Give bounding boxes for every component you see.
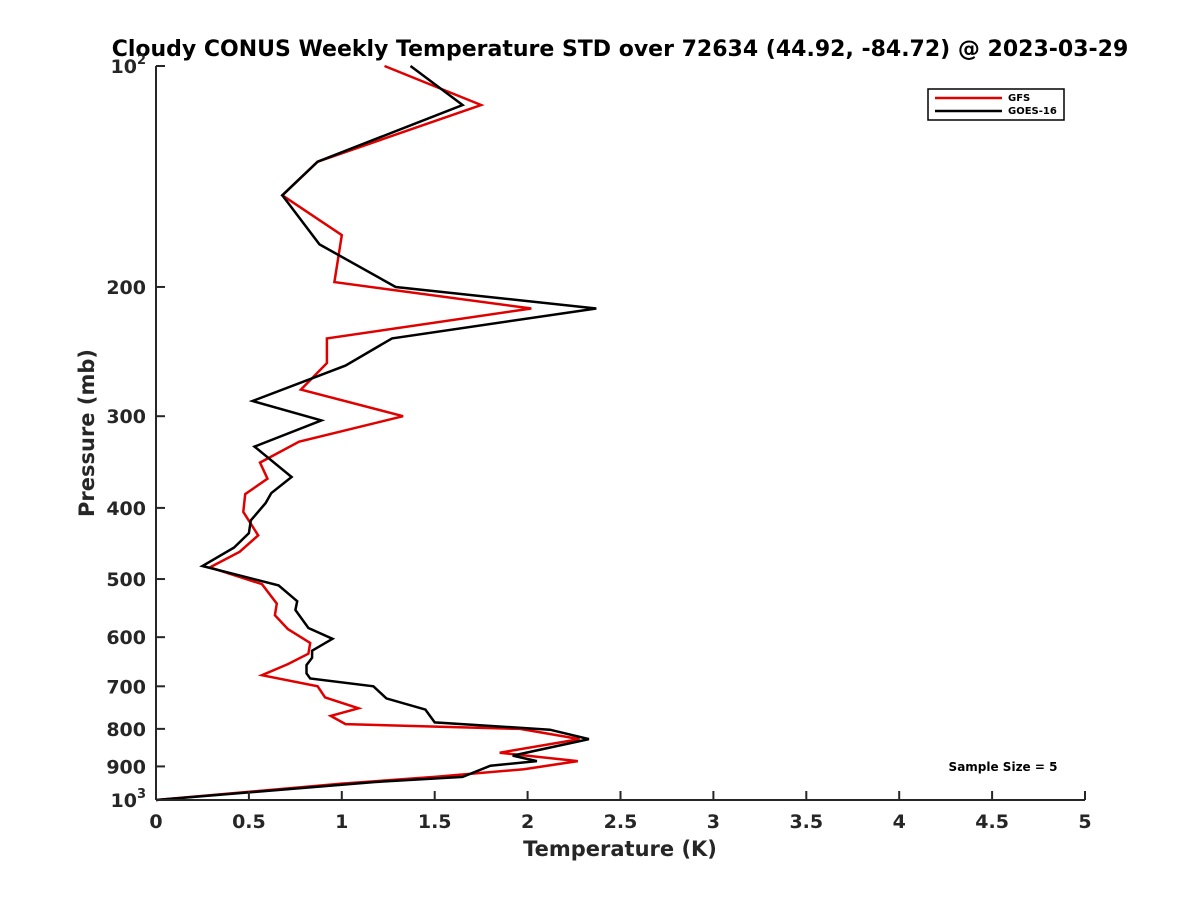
series-line-gfs (155, 64, 580, 802)
y-tick-label: 500 (106, 569, 146, 591)
y-tick-label: 400 (106, 498, 146, 520)
x-tick-label: 3.5 (789, 811, 823, 833)
plot-area: 0 0.5 1 1.5 2 2.5 3 3.5 4 4.5 5 102 200 300 400 500 600… (106, 53, 1091, 833)
x-ticks: 0 0.5 1 1.5 2 2.5 3 3.5 4 4.5 5 (149, 791, 1092, 833)
x-axis-label: Temperature (K) (523, 837, 717, 861)
y-ticks: 102 200 300 400 500 600 700 800 900 103 (106, 53, 165, 812)
x-tick-label: 2 (521, 811, 534, 833)
legend-label-goes16: GOES-16 (1008, 106, 1057, 117)
x-tick-label: 2.5 (604, 811, 638, 833)
legend-label-gfs: GFS (1008, 93, 1030, 104)
x-tick-label: 5 (1078, 811, 1091, 833)
x-tick-label: 4.5 (975, 811, 1009, 833)
x-tick-label: 3 (707, 811, 720, 833)
sample-size-annotation: Sample Size = 5 (949, 760, 1058, 774)
series-line-goes16 (155, 64, 597, 802)
x-tick-label: 1.5 (418, 811, 452, 833)
y-tick-label: 300 (106, 406, 146, 428)
x-tick-label: 0.5 (232, 811, 266, 833)
y-tick-label: 600 (106, 627, 146, 649)
y-tick-label: 700 (106, 676, 146, 698)
x-tick-label: 1 (335, 811, 348, 833)
y-tick-label: 102 (111, 53, 147, 78)
legend-box (927, 88, 1065, 121)
y-tick-label: 103 (111, 787, 147, 812)
y-tick-label: 200 (106, 277, 146, 299)
x-tick-label: 4 (893, 811, 906, 833)
legend: GFS GOES-16 (927, 88, 1065, 121)
x-tick-label: 0 (149, 811, 162, 833)
y-tick-label: 900 (106, 756, 146, 778)
series-lines (155, 64, 597, 802)
y-axis-label: Pressure (mb) (75, 349, 99, 517)
chart-title: Cloudy CONUS Weekly Temperature STD over… (112, 37, 1129, 62)
y-tick-label: 800 (106, 719, 146, 741)
